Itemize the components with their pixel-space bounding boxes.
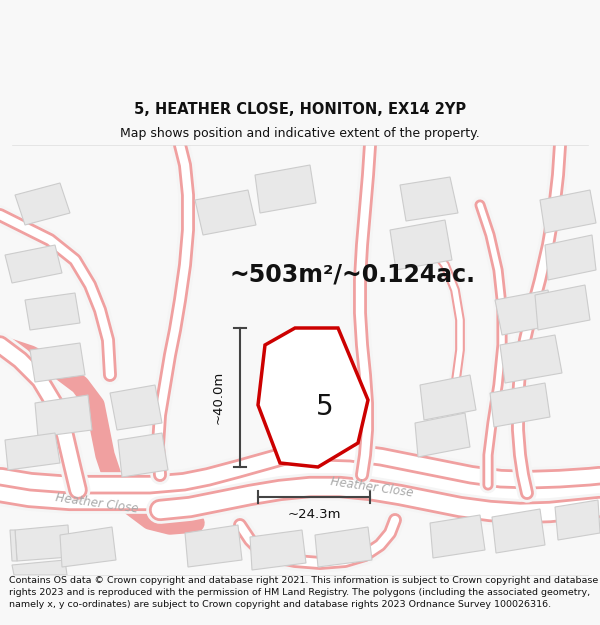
Polygon shape: [545, 235, 596, 280]
Polygon shape: [250, 530, 306, 570]
Polygon shape: [390, 220, 452, 270]
Polygon shape: [492, 509, 545, 553]
Text: Contains OS data © Crown copyright and database right 2021. This information is : Contains OS data © Crown copyright and d…: [9, 576, 598, 609]
Polygon shape: [535, 285, 590, 330]
Text: ~503m²/~0.124ac.: ~503m²/~0.124ac.: [230, 263, 476, 287]
Polygon shape: [5, 245, 62, 283]
Polygon shape: [400, 177, 458, 221]
Text: 5, HEATHER CLOSE, HONITON, EX14 2YP: 5, HEATHER CLOSE, HONITON, EX14 2YP: [134, 102, 466, 118]
Polygon shape: [430, 515, 485, 558]
Polygon shape: [258, 328, 368, 467]
Polygon shape: [10, 530, 17, 561]
Polygon shape: [5, 433, 60, 470]
Text: Heather Close: Heather Close: [330, 475, 415, 499]
Polygon shape: [540, 190, 596, 233]
Text: Map shows position and indicative extent of the property.: Map shows position and indicative extent…: [120, 127, 480, 141]
Polygon shape: [495, 290, 555, 335]
Polygon shape: [60, 527, 116, 567]
Polygon shape: [118, 433, 168, 477]
Polygon shape: [12, 560, 67, 575]
Polygon shape: [315, 527, 372, 567]
Polygon shape: [420, 375, 476, 420]
Polygon shape: [35, 395, 92, 437]
Polygon shape: [185, 525, 242, 567]
Text: Heather Close: Heather Close: [55, 491, 139, 515]
Polygon shape: [415, 413, 470, 457]
Polygon shape: [110, 385, 162, 430]
Text: ~24.3m: ~24.3m: [287, 509, 341, 521]
Polygon shape: [255, 165, 316, 213]
Polygon shape: [15, 183, 70, 225]
Polygon shape: [555, 500, 600, 540]
Text: 5: 5: [316, 393, 334, 421]
Polygon shape: [15, 525, 70, 561]
Polygon shape: [25, 293, 80, 330]
Polygon shape: [30, 343, 85, 382]
Text: ~40.0m: ~40.0m: [212, 371, 224, 424]
Polygon shape: [490, 383, 550, 427]
Polygon shape: [500, 335, 562, 383]
Polygon shape: [195, 190, 256, 235]
